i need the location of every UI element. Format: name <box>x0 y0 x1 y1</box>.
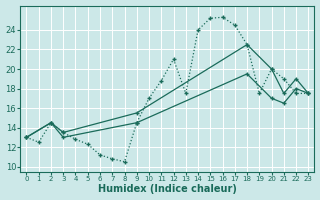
X-axis label: Humidex (Indice chaleur): Humidex (Indice chaleur) <box>98 184 237 194</box>
